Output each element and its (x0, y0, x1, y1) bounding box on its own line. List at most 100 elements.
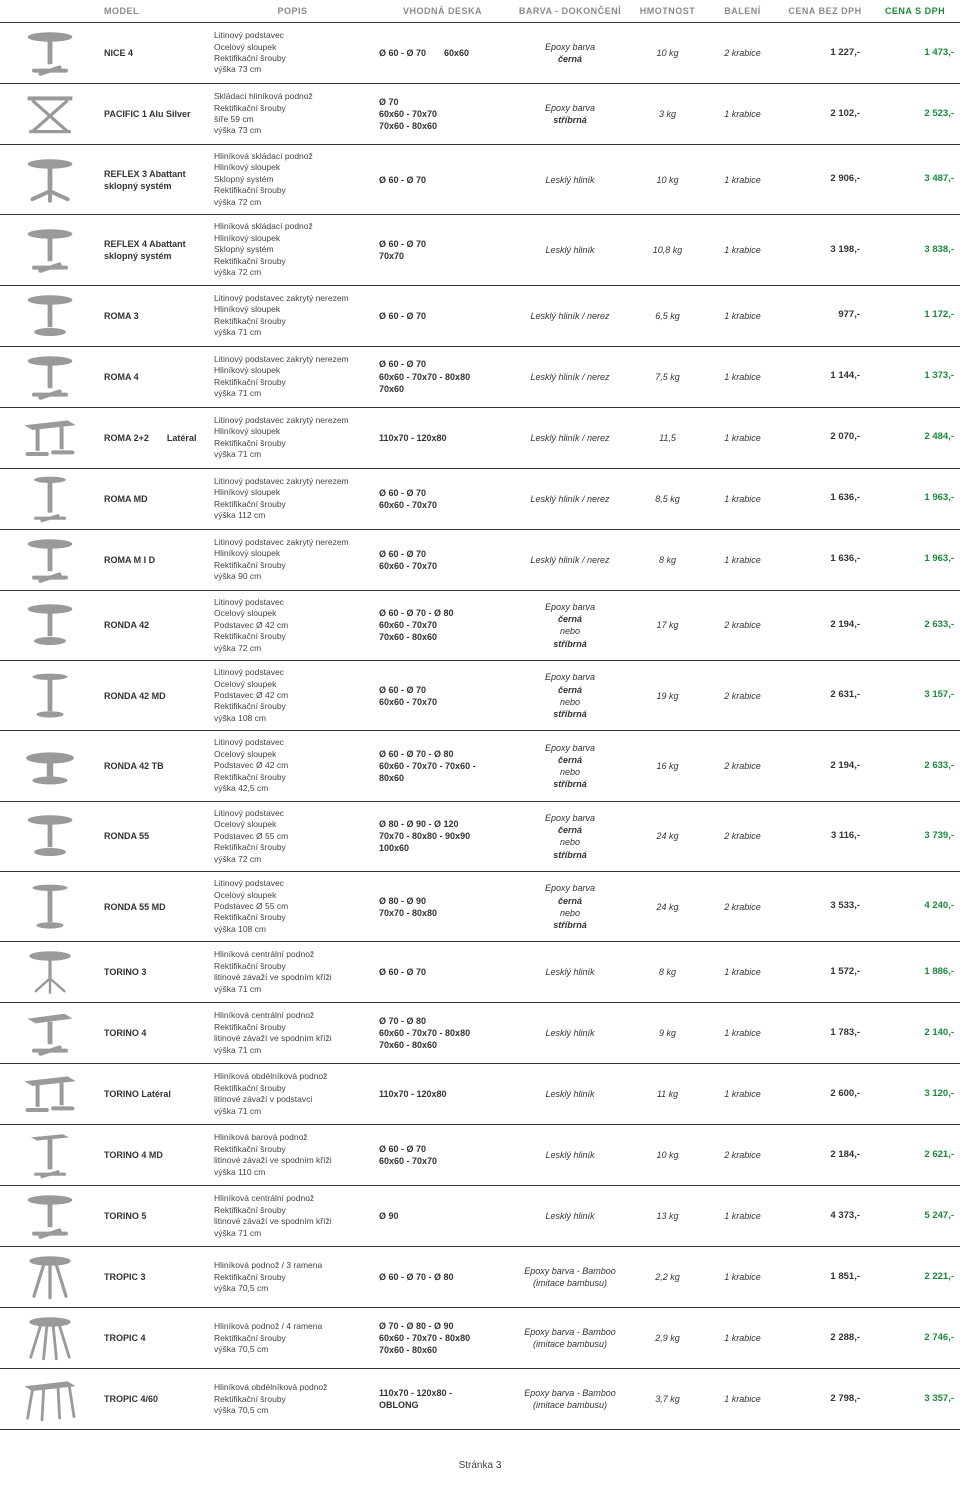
price-ex-vat: 1 851,- (780, 1247, 870, 1308)
col-header-dph: CENA S DPH (870, 0, 960, 23)
price-inc-vat: 3 838,- (870, 215, 960, 285)
price-ex-vat: 1 227,- (780, 23, 870, 84)
row-icon (0, 801, 100, 871)
page-footer: Stránka 3 (0, 1460, 960, 1485)
table-row: RONDA 55 MDLitinový podstavecOcelový slo… (0, 872, 960, 942)
weight: 24 kg (630, 801, 705, 871)
row-icon (0, 1369, 100, 1430)
price-ex-vat: 3 116,- (780, 801, 870, 871)
board-sizes: Ø 60 - Ø 70 (375, 145, 510, 215)
price-ex-vat: 4 373,- (780, 1186, 870, 1247)
packaging: 1 krabice (705, 529, 780, 590)
finish: Lesklý hliník (510, 1125, 630, 1186)
price-inc-vat: 2 633,- (870, 731, 960, 801)
packaging: 2 krabice (705, 590, 780, 660)
description: Litinový podstavec zakrytý nerezemHliník… (210, 285, 375, 346)
description: Litinový podstavecOcelový sloupekRektifi… (210, 23, 375, 84)
finish: Epoxy barva - Bamboo (imitace bambusu) (510, 1308, 630, 1369)
table-row: TROPIC 4Hliníková podnož / 4 ramenaRekti… (0, 1308, 960, 1369)
board-sizes: Ø 60 - Ø 70 - Ø 80 (375, 1247, 510, 1308)
weight: 7,5 kg (630, 346, 705, 407)
row-icon (0, 1308, 100, 1369)
row-icon (0, 1247, 100, 1308)
weight: 10 kg (630, 23, 705, 84)
price-ex-vat: 2 600,- (780, 1064, 870, 1125)
weight: 11 kg (630, 1064, 705, 1125)
weight: 9 kg (630, 1003, 705, 1064)
table-base-icon (15, 90, 85, 138)
board-sizes: Ø 60 - Ø 7060x60 - 70x70 (375, 1125, 510, 1186)
price-inc-vat: 2 523,- (870, 84, 960, 145)
row-icon (0, 84, 100, 145)
price-inc-vat: 1 473,- (870, 23, 960, 84)
table-base-icon (15, 1375, 85, 1423)
description: Litinový podstavec zakrytý nerezemHliník… (210, 407, 375, 468)
price-ex-vat: 2 798,- (780, 1369, 870, 1430)
table-row: ROMA 4Litinový podstavec zakrytý nerezem… (0, 346, 960, 407)
description: Litinový podstavecOcelový sloupekPodstav… (210, 661, 375, 731)
col-header-img (0, 0, 100, 23)
row-icon (0, 942, 100, 1003)
col-header-barva: BARVA - DOKONČENÍ (510, 0, 630, 23)
weight: 19 kg (630, 661, 705, 731)
board-sizes: Ø 60 - Ø 70 60x60 (375, 23, 510, 84)
packaging: 1 krabice (705, 942, 780, 1003)
model-name: RONDA 55 (100, 801, 210, 871)
model-name: TROPIC 3 (100, 1247, 210, 1308)
description: Hliníková centrální podnožRektifikační š… (210, 1003, 375, 1064)
packaging: 1 krabice (705, 84, 780, 145)
price-inc-vat: 3 739,- (870, 801, 960, 871)
packaging: 1 krabice (705, 468, 780, 529)
board-sizes: Ø 60 - Ø 7060x60 - 70x70 (375, 661, 510, 731)
table-row: TORINO 5Hliníková centrální podnožRektif… (0, 1186, 960, 1247)
packaging: 2 krabice (705, 731, 780, 801)
description: Litinový podstavecOcelový sloupekPodstav… (210, 731, 375, 801)
table-base-icon (15, 742, 85, 790)
board-sizes: Ø 60 - Ø 70 (375, 285, 510, 346)
board-sizes: Ø 90 (375, 1186, 510, 1247)
finish: Epoxy barvačernánebostříbrná (510, 590, 630, 660)
model-name: RONDA 42 MD (100, 661, 210, 731)
finish: Lesklý hliník / nerez (510, 529, 630, 590)
weight: 8 kg (630, 942, 705, 1003)
finish: Lesklý hliník / nerez (510, 407, 630, 468)
table-body: NICE 4Litinový podstavecOcelový sloupekR… (0, 23, 960, 1430)
table-row: ROMA M I DLitinový podstavec zakrytý ner… (0, 529, 960, 590)
table-base-icon (15, 1070, 85, 1118)
col-header-cena: CENA BEZ DPH (780, 0, 870, 23)
board-sizes: Ø 60 - Ø 7060x60 - 70x70 - 80x8070x60 (375, 346, 510, 407)
table-base-icon (15, 29, 85, 77)
table-row: ROMA MDLitinový podstavec zakrytý nereze… (0, 468, 960, 529)
finish: Lesklý hliník (510, 145, 630, 215)
price-inc-vat: 2 633,- (870, 590, 960, 660)
board-sizes: Ø 60 - Ø 70 - Ø 8060x60 - 70x7070x60 - 8… (375, 590, 510, 660)
model-name: RONDA 42 (100, 590, 210, 660)
board-sizes: Ø 80 - Ø 90 - Ø 12070x70 - 80x80 - 90x90… (375, 801, 510, 871)
price-inc-vat: 4 240,- (870, 872, 960, 942)
weight: 10 kg (630, 145, 705, 215)
row-icon (0, 731, 100, 801)
board-sizes: Ø 80 - Ø 9070x70 - 80x80 (375, 872, 510, 942)
weight: 2,9 kg (630, 1308, 705, 1369)
row-icon (0, 23, 100, 84)
table-base-icon (15, 883, 85, 931)
price-inc-vat: 3 157,- (870, 661, 960, 731)
description: Litinový podstavec zakrytý nerezemHliník… (210, 346, 375, 407)
weight: 6,5 kg (630, 285, 705, 346)
model-name: TORINO 4 MD (100, 1125, 210, 1186)
price-inc-vat: 2 140,- (870, 1003, 960, 1064)
col-header-popis: POPIS (210, 0, 375, 23)
table-row: ROMA 2+2 LatéralLitinový podstavec zakry… (0, 407, 960, 468)
table-base-icon (15, 1253, 85, 1301)
table-row: TROPIC 3Hliníková podnož / 3 ramenaRekti… (0, 1247, 960, 1308)
board-sizes: 110x70 - 120x80 (375, 1064, 510, 1125)
col-header-hmot: HMOTNOST (630, 0, 705, 23)
model-name: REFLEX 3 Abattant sklopný systém (100, 145, 210, 215)
row-icon (0, 1125, 100, 1186)
product-table: MODELPOPISVHODNÁ DESKABARVA - DOKONČENÍH… (0, 0, 960, 1430)
description: Hliníková barová podnožRektifikační šrou… (210, 1125, 375, 1186)
description: Hliníková podnož / 4 ramenaRektifikační … (210, 1308, 375, 1369)
row-icon (0, 407, 100, 468)
packaging: 2 krabice (705, 1125, 780, 1186)
model-name: PACIFIC 1 Alu Silver (100, 84, 210, 145)
